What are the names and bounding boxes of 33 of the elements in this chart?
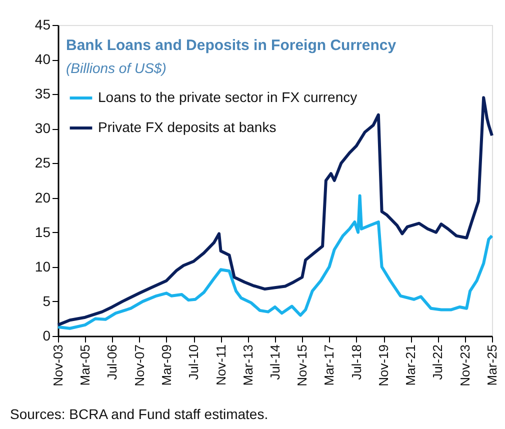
y-tick-label: 20 bbox=[34, 189, 51, 206]
x-tick-label: Jul-06 bbox=[104, 344, 120, 380]
x-tick-label: Nov-07 bbox=[132, 344, 147, 386]
y-tick-label: 5 bbox=[42, 292, 51, 309]
y-tick-label: 30 bbox=[34, 120, 51, 136]
x-tick-label: Nov-23 bbox=[457, 344, 472, 386]
x-tick-label: Nov-15 bbox=[294, 344, 310, 386]
legend-label: Private FX deposits at banks bbox=[98, 119, 276, 135]
x-tick-label: Mar-13 bbox=[240, 344, 256, 386]
y-tick-label: 10 bbox=[34, 258, 51, 274]
line-series bbox=[56, 194, 494, 330]
y-tick-label: 40 bbox=[34, 51, 51, 68]
x-tick-label: Jul-10 bbox=[186, 344, 202, 380]
y-tick-label: 0 bbox=[42, 328, 51, 344]
y-tick-label: 15 bbox=[34, 224, 51, 240]
text: Bank Loans and Deposits in Foreign Currency bbox=[66, 37, 397, 54]
x-tick-label: Mar-21 bbox=[403, 344, 418, 386]
x-tick-label: Mar-09 bbox=[158, 344, 174, 386]
y-tick-label: 45 bbox=[34, 16, 51, 32]
legend-label: Loans to the private sector in FX currency bbox=[98, 89, 358, 105]
y-tick-label: 25 bbox=[34, 154, 51, 171]
x-tick-label: Jul-14 bbox=[267, 344, 282, 380]
y-tick-label: 35 bbox=[34, 86, 51, 102]
x-tick-label: Mar-25 bbox=[484, 344, 500, 386]
source-note: Sources: BCRA and Fund staff estimates. bbox=[10, 406, 268, 422]
x-tick-label: Nov-03 bbox=[50, 344, 66, 386]
x-tick-label: Jul-22 bbox=[430, 344, 446, 380]
x-tick-label: Jul-18 bbox=[348, 344, 364, 380]
text: (Billions of US$) bbox=[66, 60, 166, 76]
x-tick-label: Mar-17 bbox=[322, 344, 337, 386]
x-tick-label: Mar-05 bbox=[78, 344, 93, 386]
x-tick-label: Nov-11 bbox=[213, 344, 228, 386]
x-tick-label: Nov-19 bbox=[376, 344, 392, 386]
